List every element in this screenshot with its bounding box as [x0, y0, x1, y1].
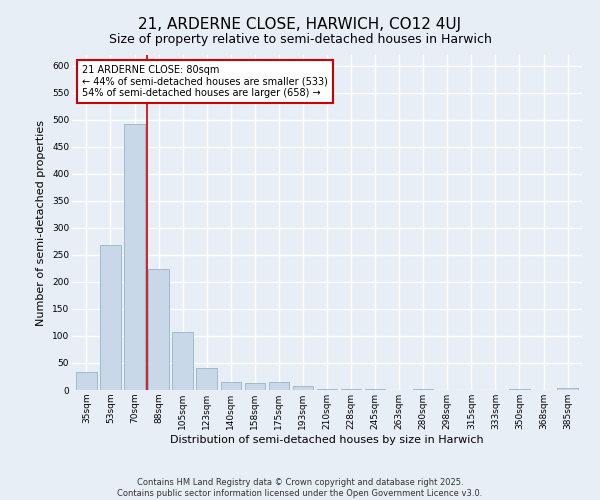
Bar	[557, 388, 578, 390]
X-axis label: Distribution of semi-detached houses by size in Harwich: Distribution of semi-detached houses by …	[170, 434, 484, 444]
Bar	[124, 124, 145, 390]
Text: Contains HM Land Registry data © Crown copyright and database right 2025.
Contai: Contains HM Land Registry data © Crown c…	[118, 478, 482, 498]
Text: Size of property relative to semi-detached houses in Harwich: Size of property relative to semi-detach…	[109, 32, 491, 46]
Text: 21 ARDERNE CLOSE: 80sqm
← 44% of semi-detached houses are smaller (533)
54% of s: 21 ARDERNE CLOSE: 80sqm ← 44% of semi-de…	[82, 65, 328, 98]
Y-axis label: Number of semi-detached properties: Number of semi-detached properties	[37, 120, 46, 326]
Bar	[221, 382, 241, 390]
Bar	[245, 383, 265, 390]
Bar	[148, 269, 169, 390]
Bar	[317, 389, 337, 390]
Bar	[293, 386, 313, 390]
Bar	[76, 372, 97, 390]
Bar	[172, 332, 193, 390]
Text: 21, ARDERNE CLOSE, HARWICH, CO12 4UJ: 21, ARDERNE CLOSE, HARWICH, CO12 4UJ	[139, 18, 461, 32]
Bar	[196, 368, 217, 390]
Bar	[100, 245, 121, 390]
Bar	[269, 382, 289, 390]
